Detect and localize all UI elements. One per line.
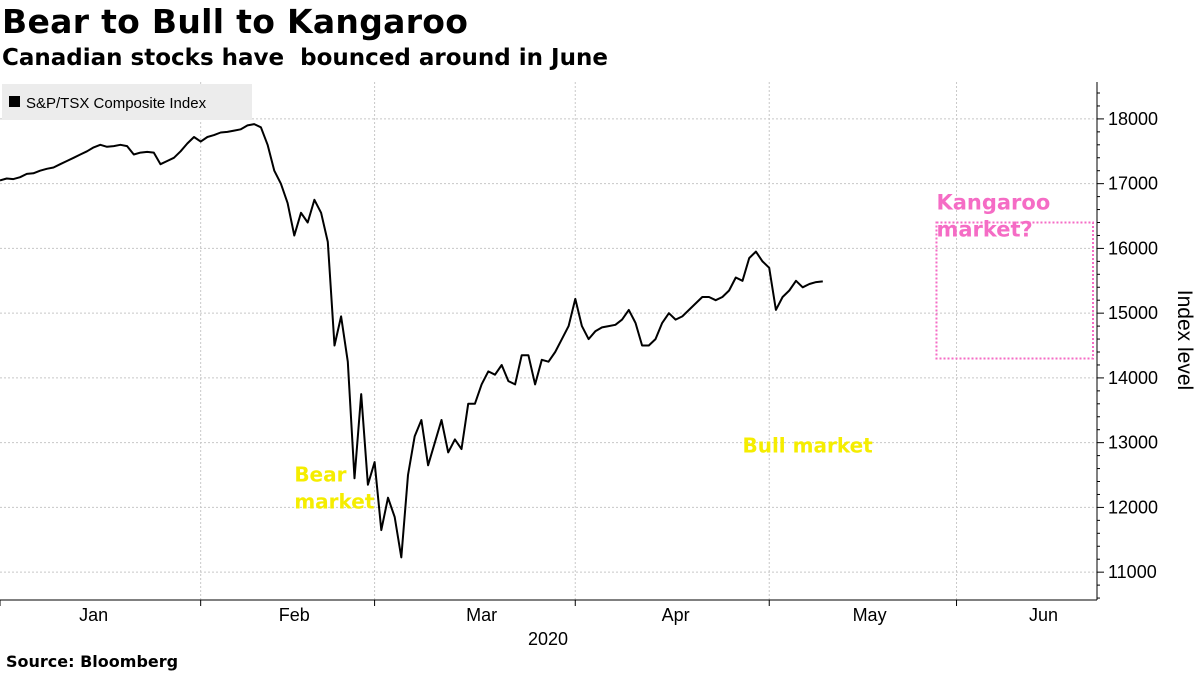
chart-subtitle: Canadian stocks have bounced around in J… — [2, 45, 608, 71]
x-ticks: Jan Feb Mar Apr May Jun — [0, 600, 1058, 625]
kangaroo-market-label-line: Kangaroo — [936, 191, 1050, 215]
y-tick-label: 16000 — [1108, 238, 1158, 258]
y-tick-label: 18000 — [1108, 109, 1158, 129]
x-tick-label-feb: Feb — [279, 605, 310, 625]
bull-market-label: Bull market — [742, 433, 873, 457]
x-tick-label-jun: Jun — [1029, 605, 1058, 625]
y-tick-label: 12000 — [1108, 497, 1158, 517]
series-line-tsx — [0, 123, 823, 559]
x-tick-label-apr: Apr — [662, 605, 690, 625]
bear-market-label-line: market — [294, 490, 375, 514]
y-tick-label: 11000 — [1108, 562, 1157, 582]
annotations: Bear market Bull market Kangaroo market? — [294, 191, 1050, 514]
y-axis-title: Index level — [1173, 290, 1196, 390]
legend-box — [2, 84, 252, 120]
y-tick-label: 14000 — [1108, 368, 1158, 388]
kangaroo-highlight-box — [935, 221, 1095, 360]
kangaroo-highlight — [935, 221, 1095, 360]
gridlines — [0, 82, 1097, 600]
y-tick-label: 15000 — [1108, 303, 1158, 323]
bear-market-label-line: Bear — [294, 463, 346, 487]
y-tick-label: 13000 — [1108, 433, 1158, 453]
y-tick-label: 17000 — [1108, 174, 1158, 194]
legend: S&P/TSX Composite Index — [2, 84, 252, 120]
x-tick-label-jan: Jan — [79, 605, 108, 625]
x-tick-label-mar: Mar — [466, 605, 497, 625]
x-tick-label-may: May — [853, 605, 887, 625]
kangaroo-market-label-line: market? — [936, 218, 1032, 242]
kangaroo-market-label: Kangaroo market? — [936, 191, 1050, 242]
chart-title: Bear to Bull to Kangaroo — [2, 2, 469, 41]
legend-label: S&P/TSX Composite Index — [26, 95, 207, 112]
y-ticks: 11000 12000 13000 14000 15000 16000 17000 18000 — [1097, 92, 1158, 599]
source-note: Source: Bloomberg — [6, 652, 179, 671]
axes — [0, 82, 1098, 601]
bear-market-label: Bear market — [294, 463, 375, 514]
bull-market-label-line: Bull market — [742, 433, 873, 457]
x-axis-year-label: 2020 — [528, 629, 568, 649]
legend-swatch — [9, 96, 20, 107]
